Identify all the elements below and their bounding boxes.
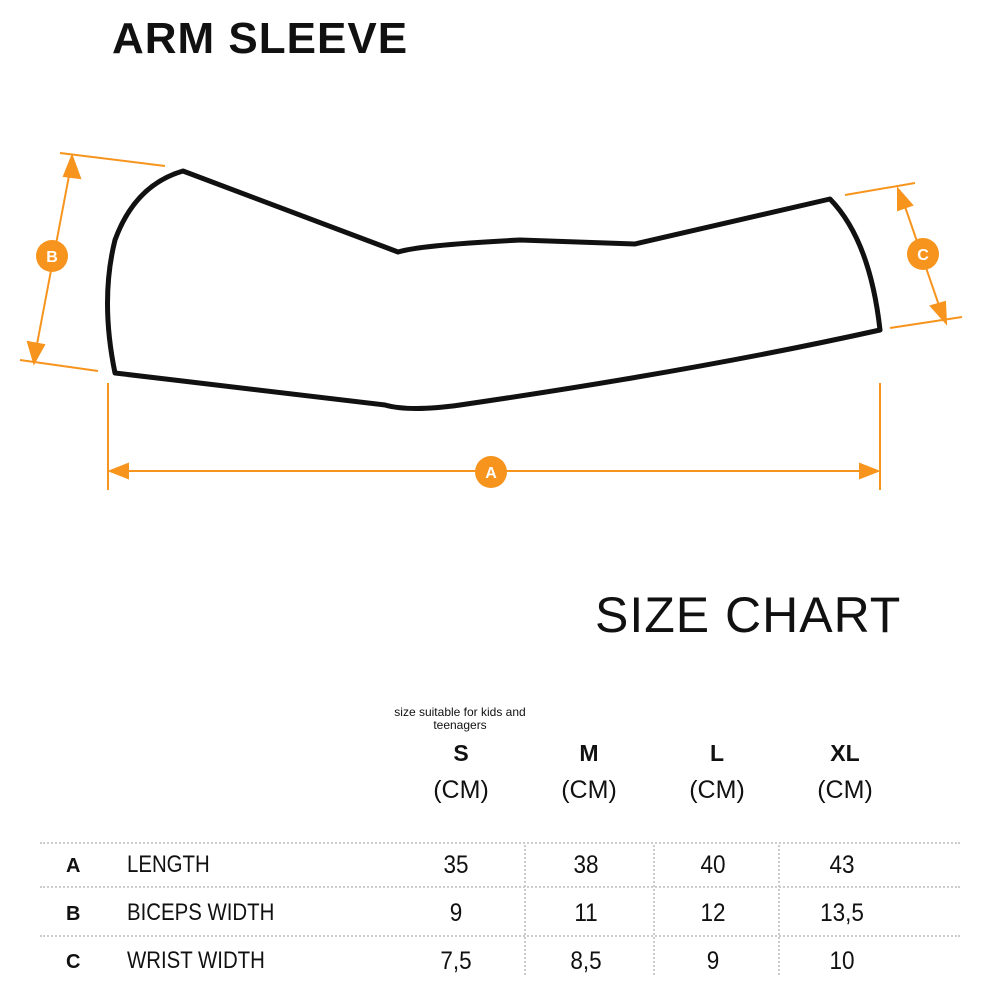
svg-text:C: C [917,247,929,264]
divider [40,935,960,937]
arm-sleeve-diagram: B C A [19,152,963,490]
divider [778,845,780,975]
sleeve-outline [105,168,883,411]
divider [40,842,960,844]
label-b-badge: B [36,240,68,272]
column-header-s: S (CM) [433,740,489,804]
size-note: size suitable for kids and teenagers [394,705,526,732]
svg-text:A: A [485,465,497,482]
label-c-badge: C [907,238,939,270]
size-chart-title: SIZE CHART [595,587,902,643]
svg-text:B: B [46,249,58,266]
column-header-xl: XL (CM) [817,740,873,804]
label-a-badge: A [475,456,507,488]
table-row-wrist-width: C WRIST WIDTH 7,5 8,5 9 10 [66,947,855,975]
divider [524,845,526,975]
table-row-length: A LENGTH 35 38 40 43 [66,851,855,879]
column-header-l: L (CM) [689,740,745,804]
page-title: ARM SLEEVE [112,14,409,63]
column-header-m: M (CM) [561,740,617,804]
table-row-biceps-width: B BICEPS WIDTH 9 11 12 13,5 [66,899,864,927]
divider [653,845,655,975]
divider [40,886,960,888]
